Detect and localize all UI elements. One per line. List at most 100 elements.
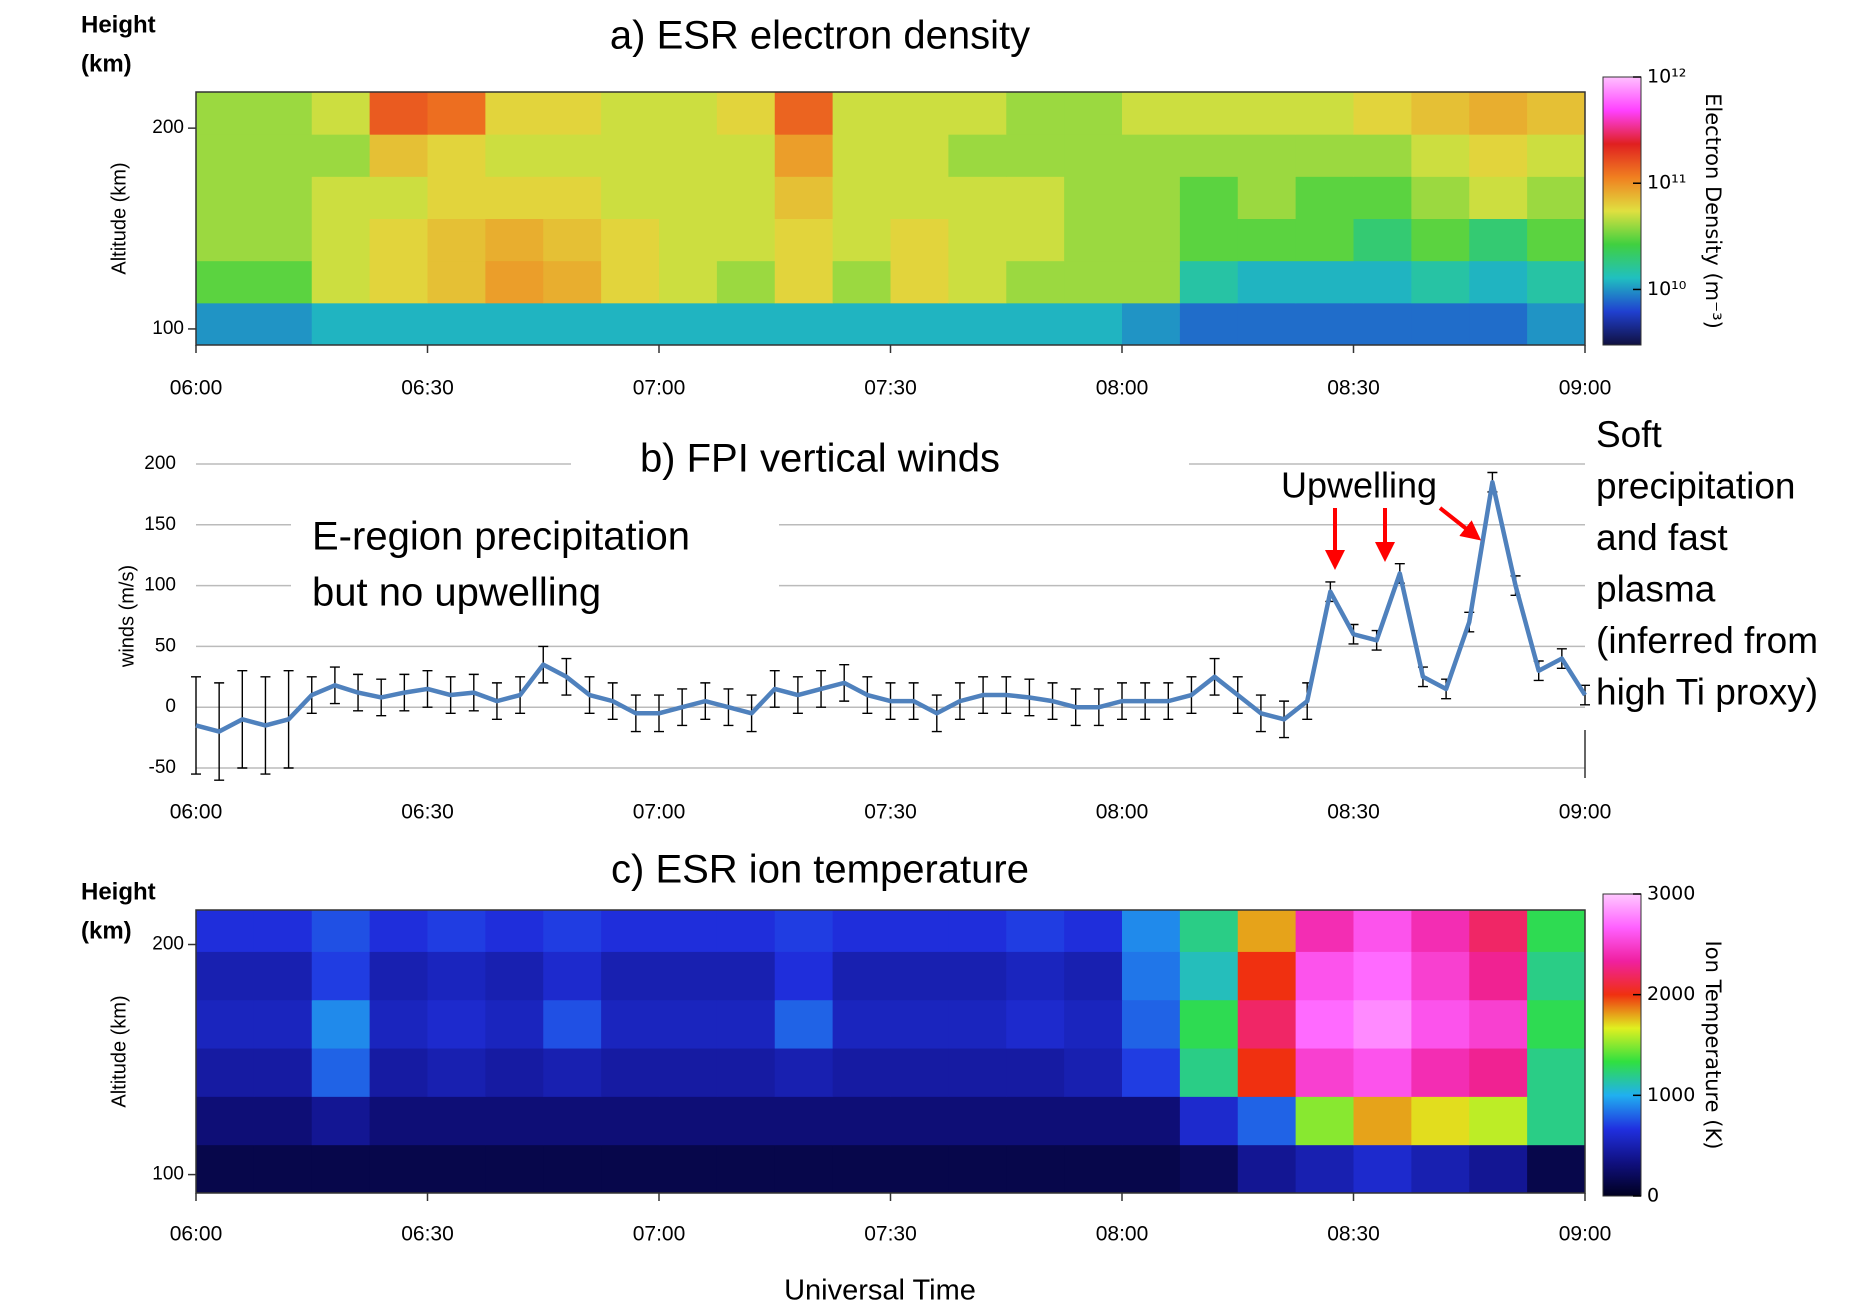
heat-cell	[774, 260, 834, 304]
heat-cell	[427, 260, 486, 304]
heat-cell	[948, 302, 1007, 346]
colorbar-tick-label: 3000	[1647, 883, 1695, 905]
heat-cell	[1237, 302, 1297, 346]
heat-cell	[485, 92, 544, 135]
x-tick-label: 06:30	[401, 801, 454, 824]
heat-cell	[1411, 176, 1470, 219]
heat-cell	[1353, 1144, 1412, 1194]
heat-cell	[1237, 1048, 1297, 1097]
heat-cell	[253, 92, 313, 135]
heat-cell	[1295, 910, 1354, 952]
heat-cell	[1295, 176, 1354, 219]
heat-cell	[485, 1048, 544, 1097]
heat-cell	[369, 176, 428, 219]
heat-cell	[832, 92, 891, 135]
heat-cell	[311, 176, 371, 219]
heat-cell	[832, 134, 891, 177]
x-tick-label: 07:00	[633, 801, 686, 824]
heat-cell	[369, 1144, 428, 1194]
heat-cell	[948, 1144, 1007, 1194]
heat-cell	[890, 910, 949, 952]
heat-cell	[543, 92, 602, 135]
heat-cell	[1237, 1096, 1297, 1146]
heat-cell	[716, 302, 776, 346]
heat-cell	[1353, 951, 1412, 1001]
heat-cell	[1411, 302, 1470, 346]
heat-cell	[369, 999, 428, 1049]
colorbar	[1602, 893, 1642, 1197]
x-tick-label: 06:30	[401, 1223, 454, 1246]
x-tick-label: 07:30	[864, 1223, 917, 1246]
heat-cell	[253, 176, 313, 219]
heat-cell	[1237, 951, 1297, 1001]
heat-cell	[774, 218, 834, 262]
heat-cell	[311, 1144, 371, 1194]
heat-cell	[1064, 260, 1123, 304]
heat-cell	[1411, 1144, 1470, 1194]
heat-cell	[1295, 951, 1354, 1001]
heat-cell	[543, 1144, 602, 1194]
heat-cell	[1469, 1144, 1528, 1194]
heat-cell	[1353, 218, 1412, 262]
colorbar-tick-label: 10¹⁰	[1647, 278, 1686, 300]
heat-cell	[716, 1144, 776, 1194]
heat-cell	[832, 260, 891, 304]
heat-cell	[196, 260, 255, 304]
heat-cell	[1527, 218, 1586, 262]
heat-cell	[1527, 951, 1586, 1001]
heat-cell	[1353, 910, 1412, 952]
heat-cell	[1006, 1048, 1065, 1097]
heat-cell	[1527, 260, 1586, 304]
x-tick-label: 07:00	[633, 377, 686, 400]
annotation: but no upwelling	[312, 571, 601, 615]
heat-cell	[716, 134, 776, 177]
heat-cell	[1411, 999, 1470, 1049]
heat-cell	[1122, 951, 1181, 1001]
heat-cell	[253, 1144, 313, 1194]
heat-cell	[601, 260, 660, 304]
y-axis-label: Altitude (km)	[108, 162, 130, 274]
x-tick-label: 09:00	[1559, 377, 1612, 400]
colorbar-label: Electron Density (m⁻³)	[1701, 93, 1725, 329]
heat-cell	[311, 951, 371, 1001]
heat-cell	[1006, 999, 1065, 1049]
heat-cell	[427, 92, 486, 135]
heat-cell	[1353, 176, 1412, 219]
heat-cell	[1527, 92, 1586, 135]
heat-cell	[1237, 1144, 1297, 1194]
chart-title: c) ESR ion temperature	[611, 848, 1029, 892]
heat-cell	[1179, 176, 1239, 219]
heat-cell	[369, 910, 428, 952]
heat-cell	[601, 92, 660, 135]
heat-cell	[1064, 1048, 1123, 1097]
y-tick-label: 200	[152, 117, 184, 138]
heat-cell	[427, 999, 486, 1049]
heat-cell	[427, 218, 486, 262]
heat-cell	[543, 218, 602, 262]
annotation-arrow	[1438, 506, 1482, 541]
heat-cell	[1469, 302, 1528, 346]
heat-cell	[774, 1144, 834, 1194]
heat-cell	[659, 218, 718, 262]
heat-cell	[369, 1048, 428, 1097]
heat-cell	[543, 134, 602, 177]
heat-cell	[1353, 260, 1412, 304]
y-tick-label: 100	[152, 1164, 184, 1185]
heat-cell	[1353, 999, 1412, 1049]
x-axis-label: Universal Time	[784, 1275, 976, 1307]
heat-cell	[1064, 1096, 1123, 1146]
heat-cell	[1353, 134, 1412, 177]
heat-cell	[774, 1096, 834, 1146]
heat-cell	[1179, 999, 1239, 1049]
heat-cell	[1064, 910, 1123, 952]
heat-cell	[1527, 999, 1586, 1049]
heat-cell	[601, 951, 660, 1001]
heat-cell	[369, 302, 428, 346]
heat-cell	[543, 910, 602, 952]
heat-cell	[1006, 1144, 1065, 1194]
heat-cell	[1064, 999, 1123, 1049]
heat-cell	[1179, 218, 1239, 262]
heat-cell	[1237, 999, 1297, 1049]
heat-cell	[1006, 92, 1065, 135]
